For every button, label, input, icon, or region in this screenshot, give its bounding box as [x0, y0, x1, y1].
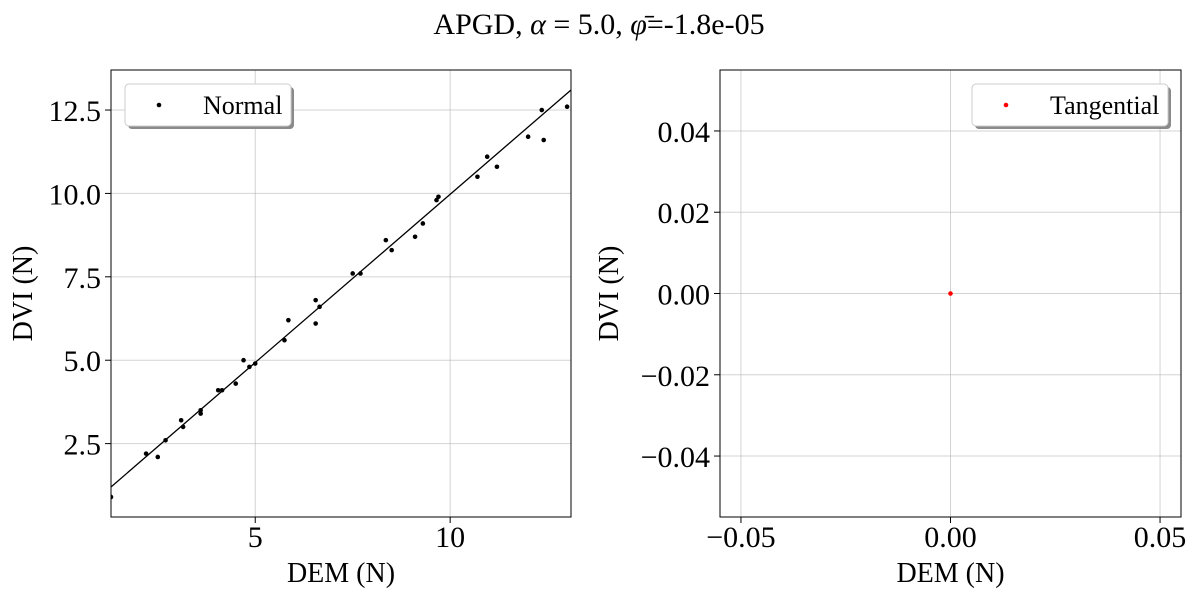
legend: Normal [124, 83, 294, 129]
data-point [252, 361, 258, 366]
y-tick-label: −0.02 [641, 360, 710, 393]
legend: Tangential [971, 83, 1171, 129]
data-point [163, 437, 168, 443]
legend-marker [1003, 102, 1009, 108]
x-tick-label: −0.05 [706, 521, 775, 554]
x-tick-label: 10 [435, 521, 465, 554]
data-point [436, 194, 441, 200]
data-point [389, 247, 394, 253]
axes-frame [719, 69, 1182, 518]
x-tick-label: 0.00 [924, 521, 977, 554]
data-point [198, 411, 203, 416]
y-tick-label: 0.04 [658, 116, 711, 149]
data-point [155, 454, 161, 460]
y-axis-label: DVI (N) [594, 246, 625, 342]
y-axis-label: DVI (N) [8, 246, 39, 342]
data-point [317, 304, 322, 310]
data-point [178, 417, 184, 423]
x-axis-label: DEM (N) [287, 558, 395, 589]
series-normal [111, 104, 570, 500]
data-point [286, 317, 291, 323]
legend-box [124, 83, 292, 127]
legend-marker [156, 102, 162, 108]
data-point [350, 271, 355, 276]
chart-panel-2: −0.05 0.00 0.05 −0.04 −0.02 0.00 0.02 0.04 DEM (… [594, 69, 1187, 589]
data-point [494, 164, 500, 170]
y-tick-label: 2.5 [64, 429, 102, 462]
alpha-symbol: α [530, 8, 546, 41]
data-point [247, 364, 252, 370]
y-tick-label: 7.5 [64, 262, 102, 295]
phi-symbol: φ̄ [630, 8, 647, 41]
data-point [313, 297, 318, 303]
data-point [358, 271, 363, 276]
title-prefix: APGD, [433, 8, 531, 41]
data-point [948, 291, 953, 296]
y-tick-label: 10.0 [49, 178, 102, 211]
data-point [539, 107, 545, 113]
figure-title: APGD, α = 5.0, φ̄=-1.8e-05 [0, 8, 1198, 42]
data-point [313, 321, 318, 326]
data-point [420, 221, 426, 226]
data-point [219, 387, 225, 393]
series-tangential [948, 291, 953, 296]
y-tick-label: 5.0 [64, 345, 102, 378]
y-tick-label: 0.02 [658, 197, 711, 230]
data-point [282, 337, 287, 343]
legend-label: Normal [203, 91, 282, 120]
data-point [233, 381, 239, 386]
data-point [484, 154, 490, 160]
data-point [143, 451, 149, 456]
data-point [215, 387, 221, 393]
data-point [383, 237, 389, 243]
alpha-value: = 5.0, [545, 8, 631, 41]
x-axis-label: DEM (N) [896, 558, 1004, 589]
data-point [241, 357, 246, 363]
legend-box [971, 83, 1169, 127]
data-point [180, 424, 186, 430]
x-tick-label: 0.05 [1134, 521, 1187, 554]
data-point [525, 134, 531, 140]
fit-line [111, 89, 571, 488]
axes-frame [110, 69, 572, 518]
data-point [541, 137, 547, 143]
data-point [111, 494, 114, 500]
data-point [434, 197, 439, 203]
data-point [198, 407, 203, 413]
y-tick-label: 12.5 [49, 95, 102, 128]
y-tick-label: 0.00 [658, 279, 711, 312]
x-tick-label: 5 [248, 521, 263, 554]
legend-label: Tangential [1050, 91, 1159, 120]
data-point [475, 174, 480, 180]
data-point [412, 234, 418, 240]
y-tick-label: −0.04 [641, 441, 710, 474]
data-point [564, 104, 570, 109]
chart-panel-1: 5 10 2.5 5.0 7.5 10.0 12.5 DEM (N) DVI (N) Normal [8, 69, 572, 589]
phi-value: =-1.8e-05 [646, 8, 765, 41]
